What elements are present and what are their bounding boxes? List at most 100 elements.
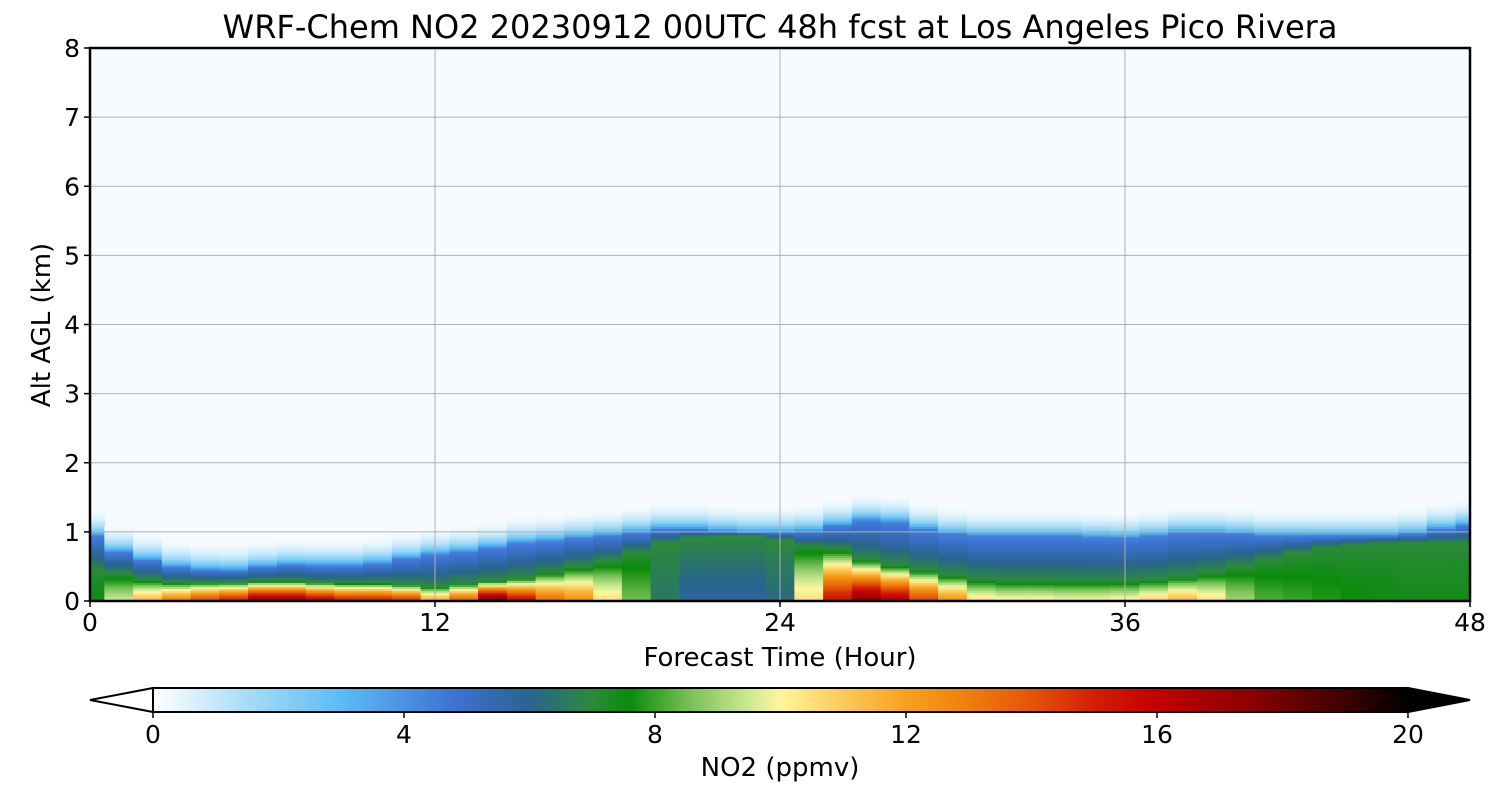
- heatmap-cell: [650, 536, 680, 540]
- heatmap-cell: [1340, 536, 1370, 540]
- heatmap-cell: [938, 567, 968, 571]
- heatmap-cell: [966, 538, 997, 542]
- heatmap-cell: [391, 534, 422, 538]
- heatmap-cell: [1254, 596, 1284, 600]
- heatmap-cell: [938, 561, 968, 565]
- heatmap-cell: [1081, 526, 1112, 530]
- heatmap-cell: [1168, 513, 1198, 517]
- heatmap-cell: [391, 586, 422, 590]
- heatmap-cell: [1139, 555, 1169, 559]
- heatmap-cell: [90, 538, 105, 542]
- heatmap-cell: [305, 561, 335, 565]
- heatmap-cell: [1024, 553, 1054, 556]
- heatmap-cell: [1139, 569, 1169, 573]
- heatmap-cell: [90, 588, 105, 592]
- heatmap-cell: [708, 569, 738, 573]
- heatmap-cell: [391, 590, 422, 594]
- heatmap-cell: [363, 559, 393, 563]
- heatmap-cell: [391, 569, 422, 573]
- heatmap-cell: [564, 549, 594, 552]
- heatmap-cell: [621, 588, 652, 592]
- heatmap-column-hour-37: [1139, 511, 1169, 601]
- heatmap-cell: [736, 540, 767, 544]
- heatmap-cell: [104, 565, 134, 569]
- heatmap-cell: [621, 569, 652, 573]
- heatmap-cell: [593, 578, 623, 581]
- heatmap-cell: [1053, 513, 1083, 517]
- heatmap-cell: [621, 509, 652, 513]
- heatmap-cell: [1455, 505, 1470, 509]
- heatmap-cell: [449, 551, 479, 554]
- heatmap-cell: [794, 534, 824, 538]
- heatmap-cell: [1196, 518, 1227, 521]
- heatmap-cell: [679, 538, 709, 542]
- heatmap-cell: [1398, 580, 1428, 583]
- heatmap-cell: [1081, 534, 1112, 538]
- heatmap-cell: [104, 588, 134, 592]
- heatmap-cell: [650, 542, 680, 546]
- heatmap-cell: [995, 536, 1025, 540]
- heatmap-cell: [1196, 567, 1227, 571]
- heatmap-cell: [305, 557, 335, 561]
- heatmap-cell: [104, 563, 134, 567]
- heatmap-cell: [1139, 515, 1169, 519]
- heatmap-cell: [190, 592, 220, 596]
- heatmap-cell: [449, 540, 479, 544]
- heatmap-cell: [334, 586, 364, 590]
- heatmap-cell: [564, 584, 594, 588]
- heatmap-cell: [1168, 561, 1198, 565]
- heatmap-cell: [1455, 532, 1470, 536]
- heatmap-cell: [1225, 590, 1255, 594]
- heatmap-cell: [276, 571, 307, 575]
- heatmap-cell: [995, 528, 1025, 532]
- heatmap-cell: [1311, 578, 1342, 581]
- heatmap-column-hour-30: [938, 509, 968, 601]
- heatmap-cell: [1196, 509, 1227, 513]
- heatmap-cell: [995, 513, 1025, 517]
- heatmap-cell: [909, 518, 939, 521]
- heatmap-cell: [938, 509, 968, 513]
- heatmap-cell: [593, 540, 623, 544]
- heatmap-cell: [938, 551, 968, 554]
- heatmap-cell: [506, 528, 537, 532]
- heatmap-cell: [535, 576, 565, 579]
- heatmap-column-hour-1: [104, 526, 134, 601]
- heatmap-cell: [190, 555, 220, 559]
- heatmap-cell: [1283, 596, 1313, 600]
- heatmap-cell: [1283, 567, 1313, 571]
- heatmap-cell: [1254, 528, 1284, 532]
- heatmap-cell: [1196, 524, 1227, 527]
- heatmap-cell: [391, 561, 422, 565]
- heatmap-cell: [334, 540, 364, 544]
- heatmap-cell: [679, 571, 709, 575]
- heatmap-cell: [650, 509, 680, 513]
- heatmap-cell: [478, 596, 508, 600]
- heatmap-cell: [506, 522, 537, 525]
- heatmap-column-hour-8: [305, 540, 335, 601]
- heatmap-cell: [564, 590, 594, 594]
- heatmap-cell: [334, 574, 364, 577]
- heatmap-cell: [248, 567, 278, 571]
- heatmap-cell: [938, 559, 968, 563]
- heatmap-cell: [1168, 588, 1198, 592]
- heatmap-cell: [1311, 524, 1342, 527]
- heatmap-cell: [1398, 549, 1428, 552]
- heatmap-cell: [1024, 547, 1054, 550]
- heatmap-cell: [1024, 551, 1054, 554]
- heatmap-cell: [363, 594, 393, 598]
- heatmap-cell: [1283, 565, 1313, 569]
- heatmap-cell: [995, 520, 1025, 523]
- heatmap-cell: [334, 561, 364, 565]
- heatmap-column-hour-29: [909, 503, 939, 601]
- heatmap-cell: [1455, 545, 1470, 548]
- heatmap-cell: [90, 549, 105, 552]
- heatmap-cell: [995, 540, 1025, 544]
- heatmap-cell: [478, 576, 508, 579]
- heatmap-cell: [161, 563, 192, 567]
- heatmap-cell: [535, 557, 565, 561]
- heatmap-cell: [334, 582, 364, 586]
- heatmap-cell: [1283, 594, 1313, 598]
- heatmap-cell: [1340, 515, 1370, 519]
- heatmap-cell: [1398, 559, 1428, 563]
- heatmap-cell: [880, 542, 910, 546]
